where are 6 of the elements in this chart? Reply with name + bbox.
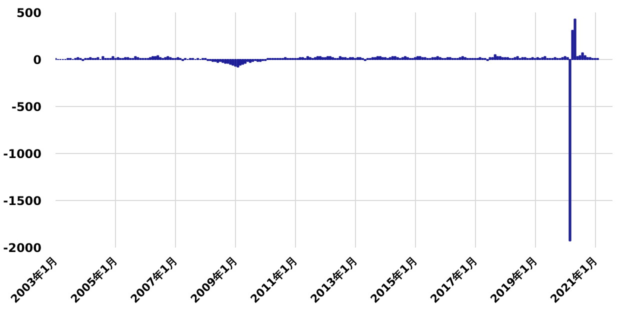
y-tick-label: -1000: [3, 147, 42, 161]
y-tick-label: -1500: [3, 194, 42, 208]
y-tick-label: -2000: [3, 241, 42, 255]
y-tick-label: 500: [16, 6, 42, 20]
y-tick-label: 0: [33, 53, 42, 67]
y-tick-label: -500: [11, 100, 42, 114]
